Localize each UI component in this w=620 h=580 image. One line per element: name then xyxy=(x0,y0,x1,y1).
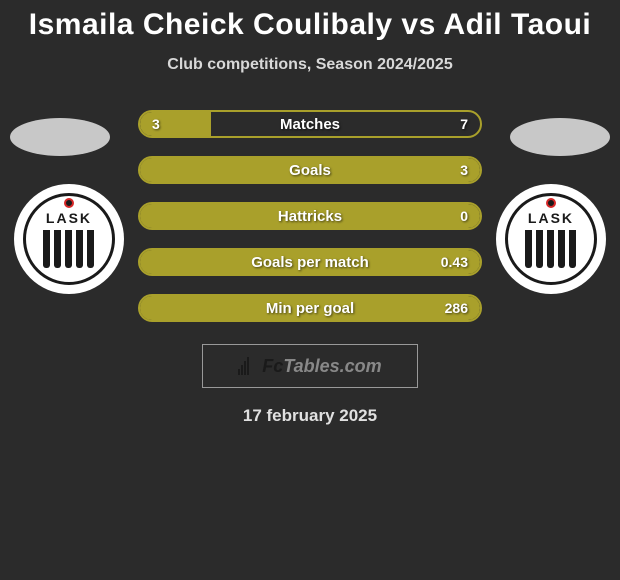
date-label: 17 february 2025 xyxy=(0,406,620,426)
stat-right-value: 286 xyxy=(445,300,468,316)
club-badge-right: LASK xyxy=(496,184,606,294)
stat-row-min-per-goal: Min per goal 286 xyxy=(138,294,482,322)
stat-label: Matches xyxy=(280,116,340,133)
stat-row-goals: Goals 3 xyxy=(138,156,482,184)
stat-label: Goals xyxy=(289,162,331,179)
club-badge-left: LASK xyxy=(14,184,124,294)
stat-right-value: 0.43 xyxy=(441,254,468,270)
stat-right-value: 7 xyxy=(460,116,468,132)
brand-box: FcTables.com xyxy=(202,344,418,388)
brand-text: FcTables.com xyxy=(262,356,381,377)
stat-label: Min per goal xyxy=(266,300,354,317)
stat-row-matches: 3 Matches 7 xyxy=(138,110,482,138)
stat-label: Hattricks xyxy=(278,208,342,225)
country-flag-right xyxy=(510,118,610,156)
stat-row-goals-per-match: Goals per match 0.43 xyxy=(138,248,482,276)
club-name-left: LASK xyxy=(46,210,92,226)
brand-suffix: Tables.com xyxy=(283,356,381,376)
stat-right-value: 0 xyxy=(460,208,468,224)
bar-fill-left xyxy=(140,112,211,136)
stats-bars: 3 Matches 7 Goals 3 Hattricks 0 Goals pe… xyxy=(138,110,482,322)
club-name-right: LASK xyxy=(528,210,574,226)
country-flag-left xyxy=(10,118,110,156)
stat-right-value: 3 xyxy=(460,162,468,178)
stat-label: Goals per match xyxy=(251,254,369,271)
stat-row-hattricks: Hattricks 0 xyxy=(138,202,482,230)
bar-chart-icon xyxy=(238,357,256,375)
page-title: Ismaila Cheick Coulibaly vs Adil Taoui xyxy=(0,0,620,42)
subtitle: Club competitions, Season 2024/2025 xyxy=(0,56,620,74)
stat-left-value: 3 xyxy=(152,116,160,132)
brand-prefix: Fc xyxy=(262,356,283,376)
